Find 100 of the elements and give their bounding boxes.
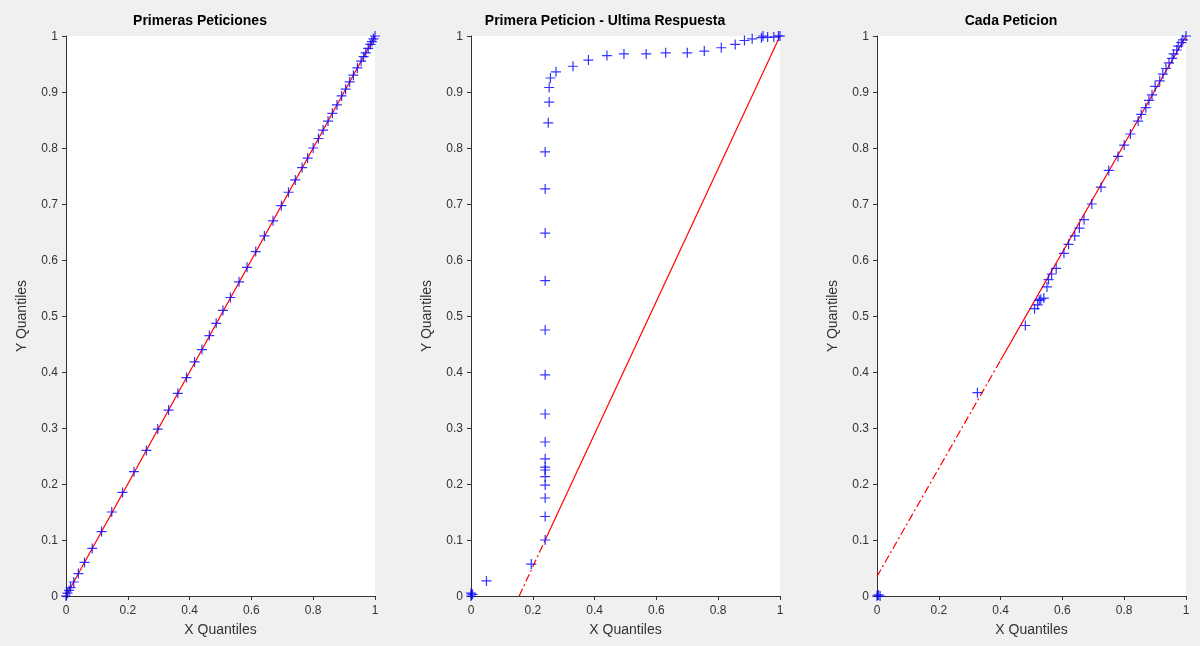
- x-tick-label: 0: [467, 603, 475, 617]
- point: [1062, 238, 1075, 250]
- point: [347, 69, 359, 81]
- chart-title: Primeras Peticiones: [133, 12, 268, 28]
- point: [539, 510, 551, 523]
- point: [1078, 214, 1090, 226]
- x-tick-label: 0: [873, 603, 881, 617]
- y-tick-label: 0.6: [446, 253, 464, 267]
- point: [1171, 44, 1183, 56]
- x-tick-label: 0.2: [930, 603, 948, 617]
- point: [1028, 303, 1041, 315]
- point: [86, 542, 98, 554]
- y-tick-label: 0.5: [41, 309, 59, 323]
- point: [1149, 80, 1161, 92]
- point: [539, 479, 551, 491]
- chart-title: Primera Peticion - Ultima Respuesta: [484, 12, 726, 28]
- point: [543, 96, 555, 108]
- point: [106, 506, 118, 518]
- point: [1050, 262, 1062, 274]
- y-tick-label: 0.1: [446, 533, 464, 547]
- x-tick-label: 0.4: [586, 603, 604, 617]
- point: [351, 62, 363, 74]
- x-tick-label: 0.4: [992, 603, 1010, 617]
- point: [1146, 89, 1158, 101]
- y-tick-label: 0.9: [852, 85, 870, 99]
- y-tick-label: 0.7: [41, 197, 59, 211]
- point: [78, 556, 91, 568]
- point: [1086, 198, 1098, 210]
- y-tick-label: 0.6: [41, 253, 59, 267]
- y-axis-title: Y Quantiles: [824, 279, 840, 353]
- y-tick-label: 0.1: [41, 533, 59, 547]
- point: [312, 132, 325, 145]
- point: [282, 186, 295, 198]
- point: [355, 55, 367, 67]
- x-tick-label: 0.4: [181, 603, 199, 617]
- point: [539, 408, 551, 420]
- point: [1157, 68, 1169, 80]
- y-tick-label: 0.7: [446, 197, 464, 211]
- x-tick-label: 0.8: [304, 603, 322, 617]
- point: [210, 317, 222, 329]
- point: [275, 200, 287, 212]
- point: [1154, 75, 1166, 87]
- y-tick-label: 0.3: [446, 421, 464, 435]
- point: [550, 66, 562, 78]
- y-tick-label: 0.4: [852, 365, 870, 379]
- y-tick-label: 0.8: [41, 141, 59, 155]
- y-tick-label: 0.7: [852, 197, 870, 211]
- point: [340, 83, 352, 95]
- y-tick-label: 0.2: [41, 477, 59, 491]
- point: [1019, 319, 1031, 332]
- point: [539, 534, 551, 546]
- point: [196, 344, 208, 356]
- x-tick-label: 0.8: [709, 603, 727, 617]
- point: [258, 230, 270, 242]
- point: [1041, 281, 1053, 293]
- y-tick-label: 0.8: [446, 141, 464, 155]
- point: [172, 387, 184, 399]
- point: [95, 526, 108, 538]
- y-axis-title: Y Quantiles: [418, 279, 434, 353]
- y-tick-label: 0.4: [446, 365, 464, 379]
- y-tick-label: 0.3: [41, 421, 59, 435]
- point: [681, 47, 693, 59]
- point: [1132, 115, 1144, 127]
- x-tick-label: 1: [776, 603, 784, 617]
- point: [241, 261, 253, 273]
- point: [317, 124, 329, 136]
- point: [360, 47, 372, 59]
- y-tick-label: 0.3: [852, 421, 870, 435]
- point: [233, 276, 245, 288]
- point: [640, 48, 652, 60]
- point: [344, 76, 356, 88]
- point: [152, 423, 164, 435]
- point: [1095, 181, 1107, 193]
- point: [72, 568, 84, 580]
- x-tick-label: 0.8: [1115, 603, 1133, 617]
- point: [738, 34, 751, 47]
- point: [1135, 108, 1147, 120]
- x-tick-label: 1: [371, 603, 379, 617]
- point: [543, 81, 555, 94]
- point: [768, 31, 780, 43]
- y-tick-label: 0.9: [446, 85, 464, 99]
- point: [539, 436, 551, 448]
- x-tick-label: 0.6: [648, 603, 666, 617]
- y-tick-label: 0: [862, 589, 870, 603]
- y-tick-label: 0.2: [852, 477, 870, 491]
- point: [601, 50, 613, 62]
- point: [539, 227, 551, 239]
- x-tick-label: 1: [1182, 603, 1190, 617]
- point: [539, 453, 551, 465]
- point: [128, 466, 140, 478]
- point: [267, 215, 279, 227]
- chart-title: Cada Peticion: [964, 12, 1058, 28]
- point: [180, 372, 193, 384]
- point: [250, 246, 262, 258]
- x-tick-label: 0.6: [1054, 603, 1072, 617]
- x-tick-label: 0.2: [119, 603, 137, 617]
- point: [1124, 128, 1136, 140]
- point: [539, 183, 551, 195]
- point: [302, 152, 314, 164]
- point: [582, 54, 595, 66]
